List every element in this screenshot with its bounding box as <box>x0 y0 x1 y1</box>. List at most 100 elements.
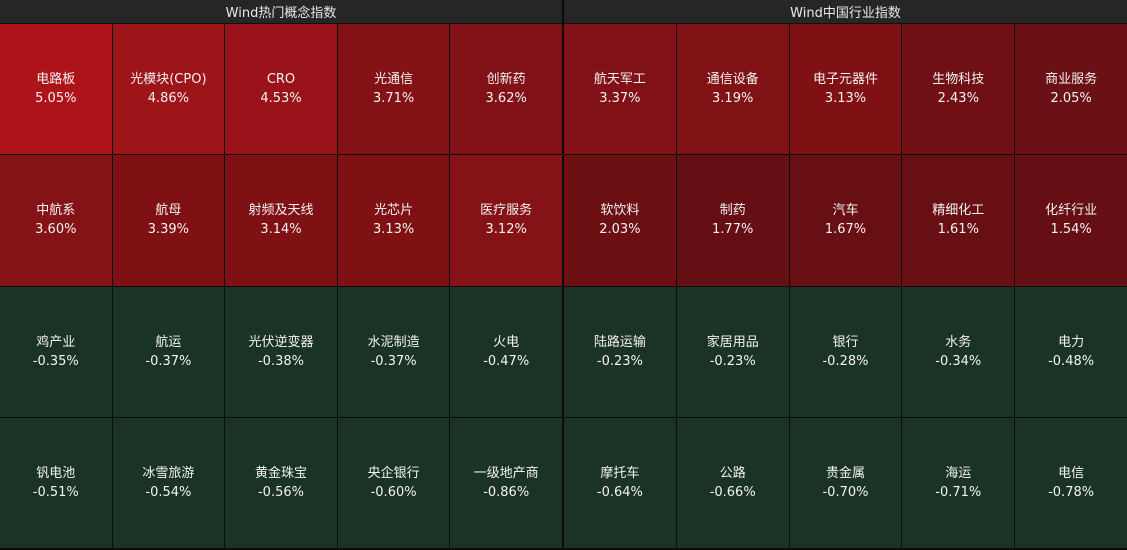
index-tile[interactable]: 海运 -0.71% <box>902 417 1015 548</box>
index-tile[interactable]: 航母 3.39% <box>112 155 225 286</box>
tile-change-percent: -0.54% <box>145 484 192 500</box>
tile-name: 黄金珠宝 <box>254 465 307 481</box>
tile-name: 银行 <box>832 334 859 350</box>
tile-name: 电子元器件 <box>812 72 878 88</box>
index-tile[interactable]: 电力 -0.48% <box>1015 286 1127 417</box>
tile-name: 冰雪旅游 <box>142 465 195 481</box>
tile-change-percent: 3.39% <box>147 222 190 238</box>
index-tile[interactable]: 商业服务 2.05% <box>1015 24 1127 155</box>
concept-index-panel: Wind热门概念指数 电路板 5.05% 光模块(CPO) 4.86% CRO 4.53%… <box>0 0 562 548</box>
tile-name: 医疗服务 <box>480 203 533 219</box>
index-tile[interactable]: 软饮料 2.03% <box>564 155 676 286</box>
index-tile[interactable]: 射频及天线 3.14% <box>225 155 337 286</box>
tile-change-percent: 3.62% <box>485 91 527 107</box>
tile-change-percent: -0.47% <box>483 353 530 369</box>
tile-name: 一级地产商 <box>473 465 539 481</box>
index-tile[interactable]: 黄金珠宝 -0.56% <box>225 417 337 548</box>
index-tile[interactable]: 电信 -0.78% <box>1015 417 1127 548</box>
index-tile[interactable]: 创新药 3.62% <box>450 24 562 155</box>
tile-change-percent: 1.54% <box>1050 222 1092 238</box>
tile-name: 化纤行业 <box>1045 203 1098 219</box>
industry-index-panel: Wind中国行业指数 航天军工 3.37% 通信设备 3.19% 电子元器件 3.13% 生… <box>564 0 1127 548</box>
index-tile[interactable]: 贵金属 -0.70% <box>789 417 902 548</box>
tile-change-percent: -0.56% <box>257 484 304 500</box>
tile-name: 家居用品 <box>706 334 759 350</box>
index-tile[interactable]: 火电 -0.47% <box>450 286 562 417</box>
tile-name: CRO <box>266 72 296 88</box>
concept-index-grid: 电路板 5.05% 光模块(CPO) 4.86% CRO 4.53% 光通信 3.71% 创新药… <box>0 24 562 548</box>
index-tile[interactable]: CRO 4.53% <box>225 24 337 155</box>
index-tile[interactable]: 公路 -0.66% <box>676 417 789 548</box>
tile-name: 通信设备 <box>706 72 759 88</box>
index-tile[interactable]: 电子元器件 3.13% <box>789 24 902 155</box>
tile-change-percent: 3.13% <box>372 222 415 238</box>
tile-change-percent: 3.12% <box>485 222 527 238</box>
tile-change-percent: 4.53% <box>260 91 302 107</box>
index-tile[interactable]: 家居用品 -0.23% <box>676 286 789 417</box>
tile-change-percent: -0.64% <box>596 484 643 500</box>
tile-name: 光模块(CPO) <box>130 72 207 88</box>
tile-change-percent: 5.05% <box>35 91 77 107</box>
tile-change-percent: -0.23% <box>709 353 756 369</box>
tile-change-percent: 3.37% <box>599 91 641 107</box>
tile-name: 鸡产业 <box>36 334 76 350</box>
index-tile[interactable]: 一级地产商 -0.86% <box>450 417 562 548</box>
tile-change-percent: -0.37% <box>145 353 192 369</box>
index-tile[interactable]: 冰雪旅游 -0.54% <box>112 417 225 548</box>
tile-name: 光通信 <box>374 72 414 88</box>
tile-change-percent: -0.28% <box>822 353 869 369</box>
index-tile[interactable]: 精细化工 1.61% <box>902 155 1015 286</box>
index-tile[interactable]: 航运 -0.37% <box>112 286 225 417</box>
tile-name: 电信 <box>1058 465 1085 481</box>
index-tile[interactable]: 汽车 1.67% <box>789 155 902 286</box>
tile-name: 光伏逆变器 <box>248 334 314 350</box>
tile-change-percent: 3.19% <box>712 91 754 107</box>
index-tile[interactable]: 摩托车 -0.64% <box>564 417 676 548</box>
tile-name: 航运 <box>155 334 182 350</box>
index-tile[interactable]: 电路板 5.05% <box>0 24 112 155</box>
tile-name: 央企银行 <box>367 465 420 481</box>
index-tile[interactable]: 通信设备 3.19% <box>676 24 789 155</box>
index-tile[interactable]: 钒电池 -0.51% <box>0 417 112 548</box>
tile-change-percent: -0.34% <box>935 353 982 369</box>
tile-name: 海运 <box>945 465 972 481</box>
tile-name: 创新药 <box>486 72 526 88</box>
index-tile[interactable]: 医疗服务 3.12% <box>450 155 562 286</box>
index-tile[interactable]: 光模块(CPO) 4.86% <box>112 24 225 155</box>
index-tile[interactable]: 陆路运输 -0.23% <box>564 286 676 417</box>
index-tile[interactable]: 航天军工 3.37% <box>564 24 676 155</box>
tile-change-percent: 3.60% <box>35 222 77 238</box>
tile-name: 电路板 <box>36 72 76 88</box>
tile-change-percent: -0.78% <box>1048 484 1095 500</box>
tile-name: 电力 <box>1058 334 1085 350</box>
index-tile[interactable]: 光伏逆变器 -0.38% <box>225 286 337 417</box>
index-tile[interactable]: 化纤行业 1.54% <box>1015 155 1127 286</box>
tile-name: 摩托车 <box>600 465 640 481</box>
tile-name: 商业服务 <box>1045 72 1098 88</box>
tile-name: 钒电池 <box>36 465 76 481</box>
tile-name: 光芯片 <box>374 203 414 219</box>
tile-change-percent: -0.23% <box>596 353 643 369</box>
index-tile[interactable]: 银行 -0.28% <box>789 286 902 417</box>
tile-change-percent: -0.51% <box>32 484 79 500</box>
index-tile[interactable]: 光通信 3.71% <box>337 24 450 155</box>
tile-name: 水务 <box>945 334 972 350</box>
tile-name: 生物科技 <box>932 72 985 88</box>
concept-index-title: Wind热门概念指数 <box>0 0 562 24</box>
index-tile[interactable]: 水务 -0.34% <box>902 286 1015 417</box>
tile-name: 航天军工 <box>593 72 646 88</box>
index-tile[interactable]: 光芯片 3.13% <box>337 155 450 286</box>
index-tile[interactable]: 生物科技 2.43% <box>902 24 1015 155</box>
index-tile[interactable]: 鸡产业 -0.35% <box>0 286 112 417</box>
tile-change-percent: -0.71% <box>935 484 982 500</box>
index-tile[interactable]: 制药 1.77% <box>676 155 789 286</box>
tile-change-percent: 1.67% <box>824 222 867 238</box>
index-tile[interactable]: 水泥制造 -0.37% <box>337 286 450 417</box>
index-tile[interactable]: 央企银行 -0.60% <box>337 417 450 548</box>
tile-change-percent: 2.03% <box>599 222 641 238</box>
index-tile[interactable]: 中航系 3.60% <box>0 155 112 286</box>
tile-name: 中航系 <box>36 203 76 219</box>
tile-change-percent: 3.13% <box>824 91 867 107</box>
tile-name: 汽车 <box>832 203 859 219</box>
